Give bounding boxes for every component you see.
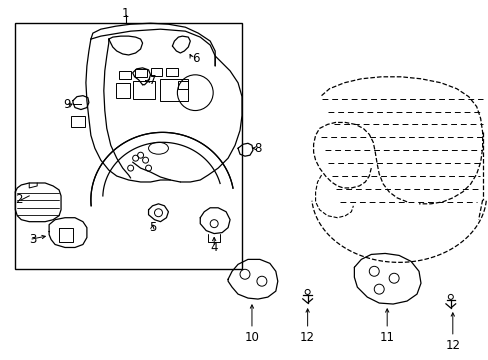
Text: 6: 6 <box>192 53 200 66</box>
Bar <box>166 68 178 76</box>
Text: 11: 11 <box>379 331 394 344</box>
Bar <box>119 71 130 79</box>
Text: 8: 8 <box>253 142 261 155</box>
Bar <box>15 23 242 269</box>
Text: 10: 10 <box>244 331 259 344</box>
Bar <box>71 116 85 127</box>
Text: 12: 12 <box>445 339 459 352</box>
Bar <box>150 68 162 76</box>
Bar <box>134 69 146 77</box>
Bar <box>160 79 188 100</box>
Text: 4: 4 <box>210 241 218 254</box>
Bar <box>178 81 188 89</box>
Text: 2: 2 <box>15 193 23 206</box>
Text: 9: 9 <box>63 98 70 111</box>
Text: 1: 1 <box>122 7 129 21</box>
Text: 12: 12 <box>300 331 314 344</box>
Text: 7: 7 <box>148 74 156 87</box>
Bar <box>132 81 154 99</box>
Text: 5: 5 <box>148 221 156 234</box>
Bar <box>116 83 129 98</box>
Text: 3: 3 <box>29 233 37 246</box>
